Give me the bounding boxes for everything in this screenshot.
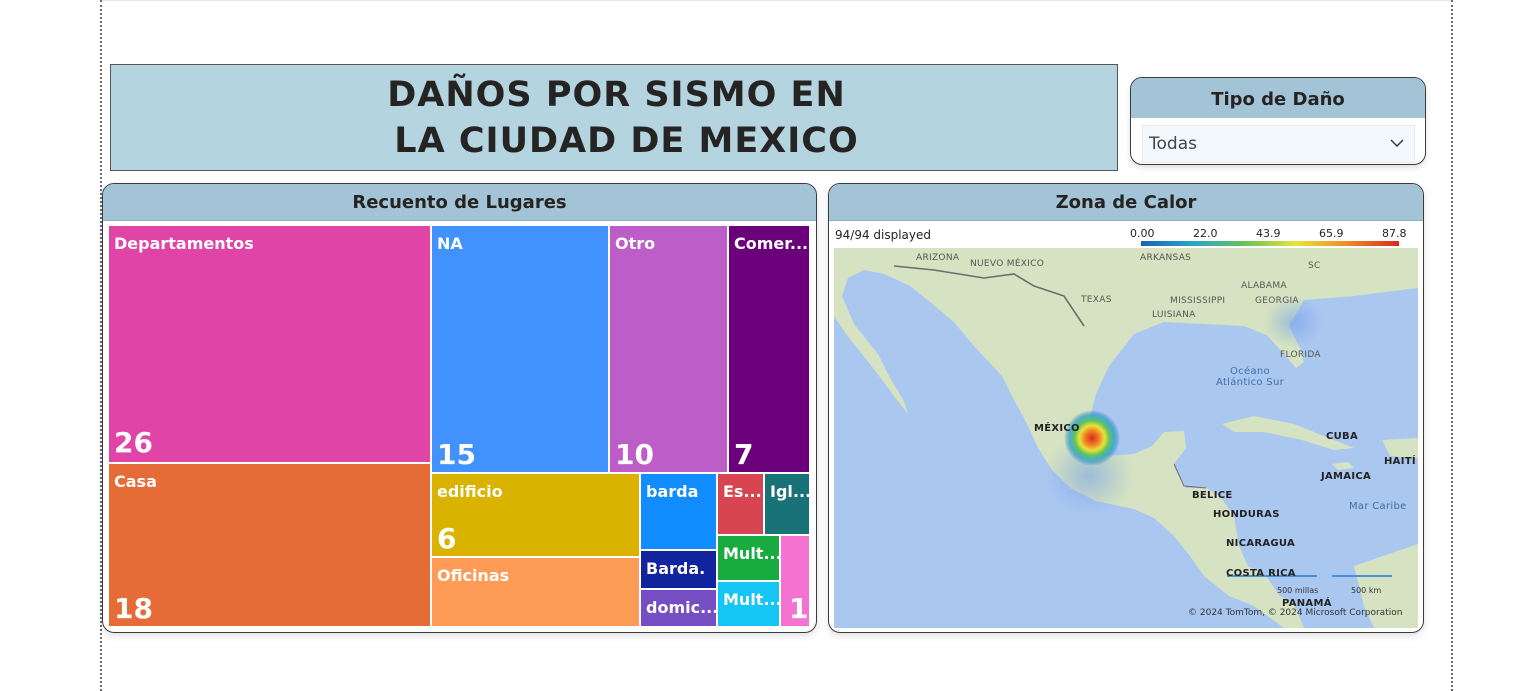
tile-label: NA bbox=[437, 234, 463, 253]
report-title-line-2: LA CIUDAD DE MEXICO bbox=[394, 120, 859, 161]
map-label: NUEVO MÉXICO bbox=[970, 259, 1045, 269]
map-attribution: © 2024 TomTom, © 2024 Microsoft Corporat… bbox=[1188, 608, 1403, 618]
tile-value: 1 bbox=[789, 592, 809, 625]
map-label: TEXAS bbox=[1081, 295, 1112, 305]
tile-value: 26 bbox=[114, 426, 153, 459]
map-label: MISSISSIPPI bbox=[1170, 296, 1226, 306]
map-label: SC bbox=[1308, 261, 1321, 271]
damage-type-slicer: Tipo de Daño Todas bbox=[1130, 77, 1426, 165]
map-label: HONDURAS bbox=[1213, 509, 1280, 520]
legend-tick: 0.00 bbox=[1130, 227, 1155, 240]
treemap-tile[interactable]: Mult... bbox=[718, 582, 781, 628]
treemap-panel: Recuento de Lugares Departamentos 26 Cas… bbox=[102, 183, 817, 633]
treemap-header: Recuento de Lugares bbox=[103, 184, 816, 221]
top-border bbox=[102, 0, 1452, 1]
map-panel: Zona de Calor bbox=[828, 183, 1424, 633]
report-title-line-1: DAÑOS POR SISMO EN bbox=[387, 74, 846, 115]
treemap-chart: Departamentos 26 Casa 18 NA 15 Otro 10 C… bbox=[109, 226, 811, 628]
heat-map[interactable]: 94/94 displayed 0.00 22.0 43.9 65.9 87.8… bbox=[834, 226, 1418, 628]
map-label: MÉXICO bbox=[1034, 423, 1080, 434]
map-label: Océano Atlántico Sur bbox=[1214, 366, 1286, 388]
map-label: ARIZONA bbox=[916, 253, 960, 263]
map-header: Zona de Calor bbox=[829, 184, 1423, 221]
map-label: ALABAMA bbox=[1241, 281, 1287, 291]
map-label: COSTA RICA bbox=[1226, 568, 1296, 579]
tile-value: 18 bbox=[114, 592, 153, 625]
treemap-tile[interactable]: Oficinas bbox=[432, 558, 641, 628]
tile-label: Casa bbox=[114, 472, 157, 491]
map-label: Mar Caribe bbox=[1349, 501, 1407, 512]
treemap-tile[interactable]: 1 bbox=[781, 536, 811, 628]
tile-label: barda bbox=[646, 482, 699, 501]
tile-label: Igl... bbox=[770, 482, 811, 501]
tile-label: Mult... bbox=[723, 590, 781, 609]
tile-label: Otro bbox=[615, 234, 656, 253]
treemap-tile[interactable]: barda bbox=[641, 474, 718, 551]
tile-label: Es... bbox=[723, 482, 762, 501]
tile-label: domic... bbox=[646, 598, 718, 617]
scale-miles: 500 millas bbox=[1277, 586, 1319, 595]
treemap-tile[interactable]: NA 15 bbox=[432, 226, 610, 474]
displayed-count: 94/94 displayed bbox=[835, 228, 932, 242]
scale-km: 500 km bbox=[1351, 586, 1382, 595]
ocean-label-2: Atlántico Sur bbox=[1215, 377, 1285, 388]
treemap-tile[interactable]: Igl... bbox=[765, 474, 811, 536]
map-label: PANAMÁ bbox=[1282, 598, 1332, 609]
slicer-header: Tipo de Daño bbox=[1131, 78, 1425, 118]
tile-label: Departamentos bbox=[114, 234, 254, 253]
page-right-border bbox=[1451, 0, 1453, 691]
report-title-box: DAÑOS POR SISMO EN LA CIUDAD DE MEXICO bbox=[110, 64, 1118, 171]
map-label: NICARAGUA bbox=[1226, 538, 1296, 549]
ocean-label-1: Océano bbox=[1230, 366, 1270, 377]
map-legend-bar: 94/94 displayed 0.00 22.0 43.9 65.9 87.8 bbox=[834, 226, 1418, 248]
treemap-tile[interactable]: domic... bbox=[641, 590, 718, 628]
tile-label: Oficinas bbox=[437, 566, 510, 585]
tile-value: 7 bbox=[734, 438, 754, 471]
legend-tick: 65.9 bbox=[1319, 227, 1344, 240]
tile-label: Mult... bbox=[723, 544, 781, 563]
map-label: GEORGIA bbox=[1255, 296, 1299, 306]
legend-tick: 22.0 bbox=[1193, 227, 1218, 240]
treemap-tile[interactable]: Casa 18 bbox=[109, 464, 432, 628]
tile-label: Barda. bbox=[646, 559, 706, 578]
page-left-border bbox=[100, 0, 102, 691]
map-label: BELICE bbox=[1192, 490, 1233, 501]
treemap-tile[interactable]: Barda. bbox=[641, 551, 718, 590]
map-label: ARKANSAS bbox=[1140, 253, 1192, 263]
treemap-tile[interactable]: Es... bbox=[718, 474, 765, 536]
map-label: CUBA bbox=[1326, 431, 1359, 442]
tile-value: 6 bbox=[437, 522, 457, 555]
map-label: FLORIDA bbox=[1280, 350, 1321, 360]
treemap-tile[interactable]: Comer... 7 bbox=[729, 226, 811, 474]
tile-value: 15 bbox=[437, 438, 476, 471]
dropdown-selected-value: Todas bbox=[1149, 134, 1197, 154]
legend-gradient bbox=[1141, 241, 1399, 246]
tile-label: edificio bbox=[437, 482, 503, 501]
chevron-down-icon bbox=[1390, 139, 1404, 147]
map-label: JAMAICA bbox=[1321, 471, 1372, 482]
map-label: LUISIANA bbox=[1152, 310, 1196, 320]
treemap-tile[interactable]: Mult... bbox=[718, 536, 781, 582]
legend-tick: 87.8 bbox=[1382, 227, 1407, 240]
treemap-tile[interactable]: Otro 10 bbox=[610, 226, 729, 474]
map-background bbox=[834, 226, 1418, 628]
map-label: HAITÍ bbox=[1384, 456, 1416, 467]
tile-label: Comer... bbox=[734, 234, 809, 253]
damage-type-dropdown[interactable]: Todas bbox=[1142, 125, 1415, 163]
treemap-tile[interactable]: edificio 6 bbox=[432, 474, 641, 558]
legend-tick: 43.9 bbox=[1256, 227, 1281, 240]
treemap-tile[interactable]: Departamentos 26 bbox=[109, 226, 432, 464]
tile-value: 10 bbox=[615, 438, 654, 471]
